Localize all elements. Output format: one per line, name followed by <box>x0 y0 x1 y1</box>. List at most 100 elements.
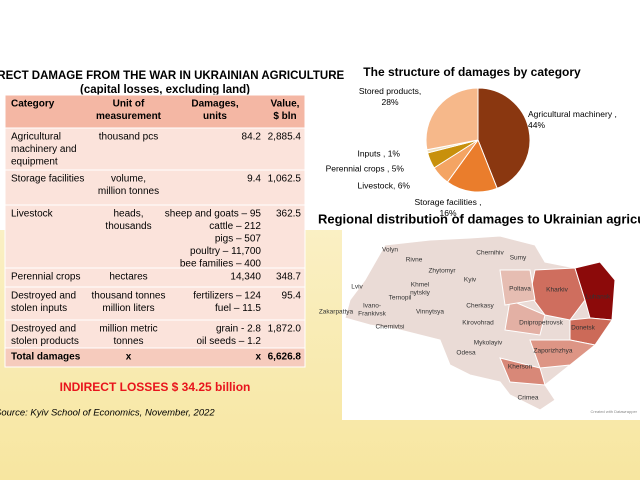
region-label: Kirovohrad <box>462 320 494 327</box>
column-header: measurement <box>96 111 162 122</box>
region <box>569 317 613 346</box>
region-label: Cherkasy <box>466 303 494 310</box>
region-label: Dnipropetrovsk <box>519 320 563 327</box>
table-cell: Livestock <box>11 209 54 220</box>
table-row <box>4 169 306 206</box>
region-label: Sumy <box>510 255 527 262</box>
table-cell: bee families – 400 <box>180 259 262 270</box>
map-credit: Created with Datawrapper <box>591 409 638 414</box>
table-cell: tonnes <box>113 336 143 347</box>
table-cell: poultry – 11,700 <box>190 246 261 257</box>
table-cell: volume, <box>111 174 146 185</box>
region-label: Vinnytsya <box>416 309 444 316</box>
region-label: Poltava <box>509 286 531 293</box>
table-cell: 362.5 <box>276 209 301 220</box>
pie-label: Agricultural machinery , 44% <box>528 109 617 130</box>
table-cell: 14,340 <box>230 272 261 283</box>
source: Source: Kyiv School of Economics, Novemb… <box>0 408 215 419</box>
column-header: Category <box>11 99 55 110</box>
region-label: Ternopil <box>389 295 412 302</box>
pie-label: Inputs , 1% <box>357 148 400 158</box>
table-cell: thousands <box>105 221 151 232</box>
table-cell: Perennial crops <box>11 272 80 283</box>
table-cell: Agricultural <box>11 132 61 143</box>
table-cell: million metric <box>99 324 157 335</box>
region-label: Zhytomyr <box>428 268 456 275</box>
table-cell: 95.4 <box>282 291 302 302</box>
region <box>529 339 597 369</box>
region-label: Kharkiv <box>546 287 568 294</box>
pie-label: Perennial crops , 5% <box>326 163 405 173</box>
table-cell: x <box>126 352 132 363</box>
pie-label: Storage facilities , 16% <box>414 197 481 218</box>
table-cell: 1,872.0 <box>268 324 302 335</box>
region <box>499 357 546 386</box>
table-cell: Destroyed and <box>11 324 76 335</box>
pie-label: Livestock, 6% <box>358 180 411 190</box>
region-label: Donetsk <box>571 325 596 332</box>
column-header: $ bln <box>273 111 296 122</box>
region-label: Ivano- <box>363 303 381 310</box>
region-label: Frankivsk <box>358 311 387 318</box>
table-cell: million liters <box>102 303 154 314</box>
region-label: Chernivtsi <box>376 324 405 331</box>
table-row <box>4 286 306 321</box>
region <box>499 269 536 306</box>
map-labels: Chernihiv Sumy Volyn Rivne Zhytomyr Kyiv Lviv K… <box>319 247 611 402</box>
table-cell: Destroyed and <box>11 291 76 302</box>
table-cell: 6,626.8 <box>268 352 302 363</box>
table-cell: Total damages <box>11 352 81 363</box>
table-cell: fertilizers – 124 <box>193 291 261 302</box>
pie-slice <box>446 138 498 193</box>
table-cell: cattle – 212 <box>209 221 261 232</box>
table-cell: 84.2 <box>242 132 262 143</box>
table-cell: heads, <box>113 209 143 220</box>
region-label: Mykolayiv <box>474 340 503 347</box>
table-cell: grain - 2.8 <box>216 324 261 335</box>
column-header: Damages, <box>191 99 238 110</box>
region <box>504 299 546 336</box>
region-label: Lviv <box>351 284 363 291</box>
pie-label: Stored products, 28% <box>359 86 421 107</box>
region-label: Odesa <box>456 350 476 357</box>
region-label: Kherson <box>508 364 533 371</box>
table-cell: hectares <box>109 272 147 283</box>
table-cell: fuel – 11.5 <box>215 303 261 314</box>
table-cell: 9.4 <box>247 174 261 185</box>
indirect-losses: INDIRECT LOSSES $ 34.25 billion <box>60 380 251 394</box>
table-cell: 2,885.4 <box>268 132 302 143</box>
map-title: Regional distribution of damages to Ukra… <box>318 211 640 226</box>
table-cell: x <box>255 352 261 363</box>
column-header: units <box>203 111 227 122</box>
table-cell: Storage facilities <box>11 174 84 185</box>
table-cell: oil seeds – 1.2 <box>197 336 262 347</box>
region-label: Rivne <box>406 257 423 264</box>
column-header: Unit of <box>113 99 145 110</box>
table-cell: stolen products <box>11 336 79 347</box>
region-label: Crimea <box>518 395 539 402</box>
region-label: Khmel <box>411 282 430 289</box>
region-label: Kyiv <box>464 277 477 284</box>
pie-slice <box>477 87 531 189</box>
table-cell: pigs – 507 <box>215 234 262 245</box>
pie-title: The structure of damages by category <box>363 65 581 79</box>
table-cell: sheep and goats – 95 <box>165 209 262 220</box>
table-row <box>4 94 306 129</box>
table-cell: 348.7 <box>276 272 301 283</box>
region-label: Volyn <box>382 247 398 254</box>
table-cell: million tonnes <box>98 186 159 197</box>
subtitle: (capital losses, excluding land) <box>80 84 250 96</box>
table-row <box>4 204 306 269</box>
region-label: Zaporizhzhya <box>533 348 572 355</box>
region-label: Chernihiv <box>476 250 504 257</box>
title: DIRECT DAMAGE FROM THE WAR IN UKRAINIAN … <box>0 70 345 82</box>
table-cell: 1,062.5 <box>268 174 302 185</box>
region-label: Luhansk <box>586 294 611 301</box>
column-header: Value, <box>271 99 300 110</box>
table-cell: machinery and <box>11 144 77 155</box>
table-cell: thousand pcs <box>99 132 159 143</box>
region-label: nytskiy <box>410 290 431 297</box>
table-cell: stolen inputs <box>11 303 67 314</box>
pie-slice <box>425 87 479 151</box>
